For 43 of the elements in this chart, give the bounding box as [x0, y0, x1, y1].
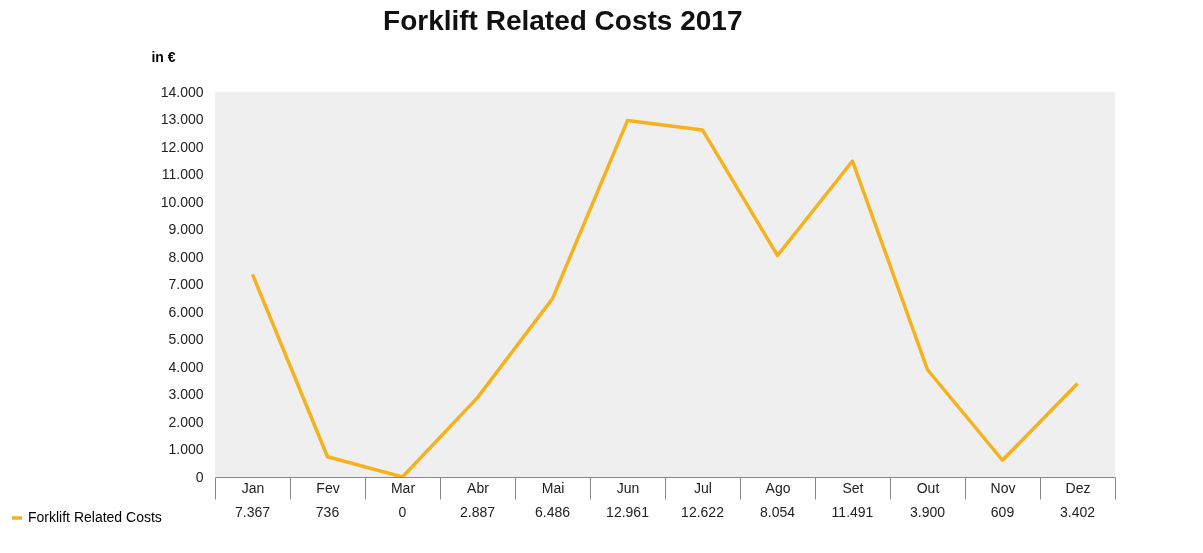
x-tick-label: Jan — [241, 479, 265, 496]
y-tick-label: 8.000 — [168, 248, 204, 265]
x-tick-label: Fev — [316, 479, 340, 496]
y-axis-title: in € — [151, 48, 176, 65]
y-tick-label: 3.000 — [168, 386, 204, 402]
x-tick-label: Ago — [765, 479, 791, 496]
data-label: 3.900 — [909, 504, 946, 520]
y-tick-label: 1.000 — [168, 441, 204, 457]
x-tick-label: Mar — [390, 479, 416, 496]
legend-label: Forklift Related Costs — [28, 509, 162, 525]
line-series — [250, 118, 1080, 477]
x-tick-label: Mai — [541, 479, 565, 496]
data-label: 736 — [315, 504, 340, 520]
y-tick-label: 7.000 — [168, 276, 204, 292]
data-label: 0 — [398, 504, 407, 520]
data-label: 6.486 — [534, 504, 571, 520]
data-label: 7.367 — [234, 504, 271, 520]
data-label: 3.402 — [1059, 504, 1096, 520]
chart-title: Forklift Related Costs 2017 — [383, 5, 743, 36]
y-tick-label: 4.000 — [168, 358, 204, 375]
y-tick-label: 13.000 — [160, 111, 204, 127]
data-label: 8.054 — [759, 504, 796, 520]
y-tick-label: 10.000 — [160, 193, 204, 210]
x-tick-label: Set — [842, 479, 864, 496]
y-tick-label: 12.000 — [160, 138, 204, 155]
y-tick-label: 9.000 — [168, 221, 204, 237]
data-label: 12.961 — [606, 504, 650, 520]
y-tick-label: 2.000 — [168, 413, 204, 430]
data-label: 11.491 — [831, 504, 874, 520]
y-tick-label: 6.000 — [168, 303, 204, 320]
y-tick-label: 0 — [195, 468, 204, 485]
x-tick-label: Jul — [694, 479, 712, 496]
y-tick-label: 11.000 — [161, 166, 204, 182]
x-tick-label: Dez — [1065, 479, 1091, 496]
y-tick-label: 14.000 — [160, 83, 204, 100]
data-label: 2.887 — [459, 504, 496, 520]
x-tick-label: Jun — [616, 479, 640, 496]
y-tick-label: 5.000 — [168, 331, 204, 347]
data-label: 609 — [990, 504, 1015, 520]
x-tick-label: Out — [916, 479, 940, 496]
data-label: 12.622 — [681, 504, 725, 520]
x-tick-label: Abr — [467, 479, 490, 496]
x-tick-label: Nov — [990, 479, 1016, 496]
